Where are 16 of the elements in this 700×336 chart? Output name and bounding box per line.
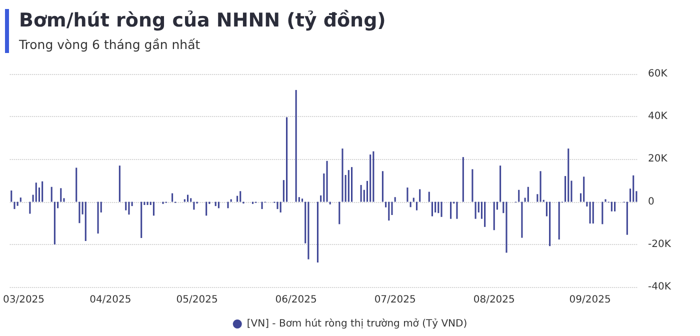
x-tick-label: 06/2025 [275, 294, 317, 306]
x-tick-label: 09/2025 [569, 294, 611, 306]
legend-label: [VN] - Bơm hút ròng thị trường mở (Tỷ VND) [246, 318, 468, 330]
x-tick-label: 03/2025 [2, 294, 45, 306]
x-tick-label: 04/2025 [90, 294, 132, 306]
y-tick-label: 0 [648, 196, 654, 208]
y-tick-label: -40K [648, 282, 672, 292]
y-tick-label: -20K [648, 238, 672, 250]
x-tick-label: 07/2025 [374, 294, 416, 306]
chart-title: Bơm/hút ròng của NHNN (tỷ đồng) [19, 10, 386, 32]
x-tick-label: 05/2025 [176, 294, 218, 306]
y-tick-label: 40K [648, 111, 668, 122]
x-tick-label: 08/2025 [473, 294, 515, 306]
chart-subtitle: Trong vòng 6 tháng gần nhất [18, 37, 200, 52]
y-tick-label: 20K [648, 154, 668, 165]
y-tick-label: 60K [648, 68, 668, 80]
